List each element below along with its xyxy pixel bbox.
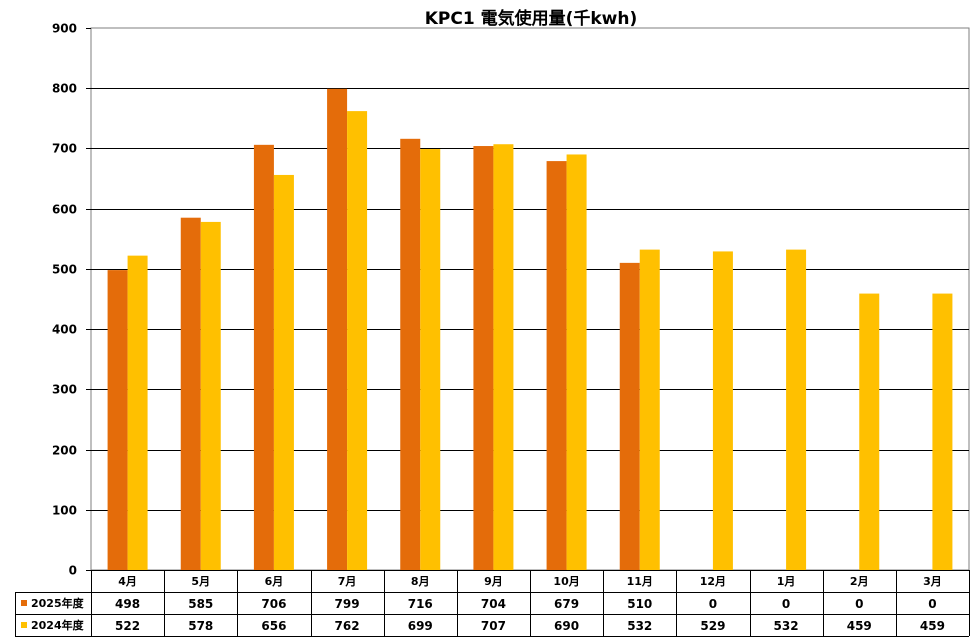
y-tick-label: 400 bbox=[52, 323, 77, 337]
bar-2024年度-7月 bbox=[347, 111, 368, 571]
chart-title: KPC1 電気使用量(千kwh) bbox=[425, 8, 638, 29]
data-label: 699 bbox=[408, 619, 433, 633]
y-tick-label: 0 bbox=[69, 564, 77, 578]
bar-2025年度-9月 bbox=[473, 146, 494, 570]
bar-2024年度-11月 bbox=[639, 249, 660, 570]
bar-2024年度-3月 bbox=[932, 293, 953, 570]
category-label: 10月 bbox=[553, 575, 579, 588]
category-label: 4月 bbox=[118, 575, 137, 588]
plot-frame bbox=[90, 27, 970, 571]
category-label: 5月 bbox=[191, 575, 210, 588]
data-label: 0 bbox=[855, 597, 863, 611]
data-label: 578 bbox=[188, 619, 213, 633]
bar-2025年度-8月 bbox=[400, 138, 421, 570]
data-label: 510 bbox=[627, 597, 652, 611]
bar-2024年度-5月 bbox=[200, 221, 221, 570]
data-label: 690 bbox=[554, 619, 579, 633]
bar-2024年度-8月 bbox=[420, 149, 441, 570]
y-tick-label: 200 bbox=[52, 444, 77, 458]
category-label: 12月 bbox=[700, 575, 726, 588]
data-label: 0 bbox=[782, 597, 790, 611]
category-label: 8月 bbox=[411, 575, 430, 588]
bar-2024年度-10月 bbox=[566, 154, 587, 570]
data-label: 459 bbox=[847, 619, 872, 633]
data-label: 716 bbox=[408, 597, 433, 611]
data-label: 679 bbox=[554, 597, 579, 611]
bar-2024年度-1月 bbox=[786, 249, 807, 570]
bar-2024年度-9月 bbox=[493, 144, 514, 570]
y-tick-label: 600 bbox=[52, 203, 77, 217]
data-label: 706 bbox=[261, 597, 286, 611]
y-tick-label: 700 bbox=[52, 142, 77, 156]
bar-2025年度-6月 bbox=[253, 144, 274, 570]
data-label: 532 bbox=[627, 619, 652, 633]
data-label: 532 bbox=[774, 619, 799, 633]
y-axis: 0 100 200 300 400 500 600 700 800 900 bbox=[52, 22, 91, 578]
bar-2024年度-12月 bbox=[712, 251, 733, 570]
bar-2024年度-6月 bbox=[273, 174, 294, 571]
bar-2024年度-4月 bbox=[127, 255, 148, 570]
y-tick-label: 800 bbox=[52, 82, 77, 96]
category-label: 2月 bbox=[850, 575, 869, 588]
bar-2025年度-5月 bbox=[180, 217, 201, 570]
category-label: 6月 bbox=[265, 575, 284, 588]
data-label: 522 bbox=[115, 619, 140, 633]
category-label: 3月 bbox=[923, 575, 942, 588]
y-tick-label: 100 bbox=[52, 504, 77, 518]
data-label: 585 bbox=[188, 597, 213, 611]
data-label: 0 bbox=[709, 597, 717, 611]
y-tick-label: 300 bbox=[52, 383, 77, 397]
legend-label: 2024年度 bbox=[31, 618, 85, 632]
legend-swatch-2025年度 bbox=[21, 600, 27, 606]
y-tick-label: 500 bbox=[52, 263, 77, 277]
data-label: 498 bbox=[115, 597, 140, 611]
category-label: 9月 bbox=[484, 575, 503, 588]
data-label: 762 bbox=[335, 619, 360, 633]
legend-label: 2025年度 bbox=[31, 596, 85, 610]
gridlines bbox=[90, 27, 970, 571]
data-label: 0 bbox=[928, 597, 936, 611]
bar-2024年度-2月 bbox=[859, 293, 880, 570]
data-table: 4月 5月 6月 7月 8月 9月 10月 11月 12月 1月 2月 3月 2025年度 498 585 7… bbox=[15, 570, 970, 637]
category-label: 7月 bbox=[338, 575, 357, 588]
bars bbox=[107, 88, 953, 571]
data-label: 656 bbox=[261, 619, 286, 633]
legend-swatch-2024年度 bbox=[21, 622, 27, 628]
data-label: 459 bbox=[920, 619, 945, 633]
data-label: 529 bbox=[700, 619, 725, 633]
data-label: 799 bbox=[335, 597, 360, 611]
data-label: 704 bbox=[481, 597, 506, 611]
category-label: 1月 bbox=[777, 575, 796, 588]
bar-2025年度-10月 bbox=[546, 161, 567, 570]
data-label: 707 bbox=[481, 619, 506, 633]
bar-2025年度-11月 bbox=[619, 262, 640, 570]
bar-2025年度-7月 bbox=[327, 88, 348, 570]
y-tick-label: 900 bbox=[52, 22, 77, 36]
category-label: 11月 bbox=[627, 575, 653, 588]
bar-2025年度-4月 bbox=[107, 270, 128, 570]
